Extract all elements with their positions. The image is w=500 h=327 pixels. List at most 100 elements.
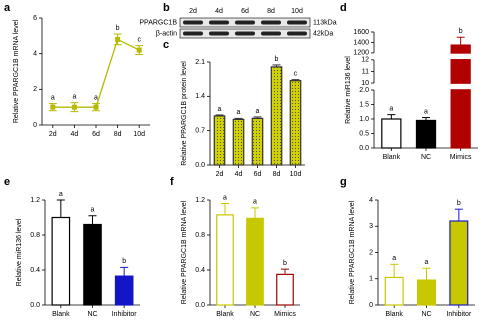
significance-letter: b [116, 25, 120, 32]
x-tick-label: Blank [383, 154, 401, 161]
y-axis-title: Relative PPARGC1B mRNA level [181, 200, 188, 304]
y-tick-label: 2.0 [359, 87, 369, 94]
panel-label: c [163, 39, 169, 51]
panel-label: a [4, 2, 11, 14]
blot-band [287, 20, 307, 25]
bar [384, 276, 404, 306]
bar [51, 216, 71, 306]
panel-label: d [340, 2, 347, 14]
error-bar [291, 79, 300, 81]
significance-letter: a [91, 207, 95, 214]
bar [114, 275, 134, 306]
y-axis-title: Relative PPARGC1B mRNA level [349, 200, 356, 304]
blot-band [235, 20, 255, 25]
y-tick-label: 0.0 [195, 302, 205, 309]
y-tick-label: 3 [369, 223, 373, 230]
lane-label: 8d [267, 8, 275, 15]
blot-band [209, 20, 229, 25]
significance-letter: a [72, 94, 76, 101]
y-tick-label: 0.4 [30, 267, 40, 274]
x-tick-label: 8d [273, 171, 281, 178]
marker [93, 104, 99, 110]
blot-band [183, 20, 203, 25]
significance-letter: b [283, 260, 287, 267]
y-tick-label: 6 [33, 15, 37, 22]
error-bar [253, 116, 262, 119]
significance-letter: a [218, 106, 222, 113]
panel-label: g [340, 176, 347, 188]
x-tick-label: 8d [114, 131, 122, 138]
lane-label: 4d [215, 8, 223, 15]
y-tick-label: 1.4 [195, 93, 205, 100]
row-label: PPARGC1B [139, 19, 177, 26]
significance-letter: b [457, 200, 461, 207]
error-bar [281, 268, 289, 275]
significance-letter: a [253, 199, 257, 206]
y-tick-label: 1.5 [359, 101, 369, 108]
y-tick-label: 1600 [353, 29, 369, 36]
x-tick-label: Blank [385, 311, 403, 318]
x-tick-label: Mimics [450, 154, 472, 161]
y-axis-title: Relative miR136 level [16, 218, 23, 286]
x-tick-label: NC [250, 311, 260, 318]
error-bar [56, 199, 65, 218]
blot-band [235, 31, 255, 36]
bar [276, 273, 294, 306]
significance-letter: a [59, 191, 63, 198]
y-tick-label: 0.8 [30, 232, 40, 239]
error-bar [215, 114, 224, 116]
significance-letter: a [424, 108, 428, 115]
size-label: 113kDa [313, 19, 337, 26]
bar [246, 217, 264, 306]
significance-letter: a [256, 108, 260, 115]
y-tick-label: 0.0 [30, 302, 40, 309]
y-tick-label: 0.4 [195, 267, 205, 274]
error-bar [251, 207, 259, 219]
significance-letter: b [459, 28, 463, 35]
significance-letter: a [392, 255, 396, 262]
x-tick-label: Inhibitor [112, 311, 138, 318]
error-bar [234, 117, 243, 120]
y-tick-label: 11 [362, 68, 369, 75]
x-tick-label: NC [421, 311, 431, 318]
bar [417, 279, 436, 306]
significance-letter: a [237, 109, 241, 116]
blot-band [287, 31, 307, 36]
bar [449, 220, 469, 306]
x-tick-label: 10d [133, 131, 145, 138]
y-tick-label: 1 [369, 276, 373, 283]
y-tick-label: 0 [33, 122, 37, 129]
blot-band [261, 20, 281, 25]
significance-letter: c [137, 36, 141, 43]
bar [270, 66, 283, 166]
y-tick-label: 10 [361, 80, 369, 87]
y-tick-label: 2 [369, 249, 373, 256]
y-tick-label: 0.0 [359, 145, 369, 152]
significance-letter: b [275, 56, 279, 63]
blot-band [261, 31, 281, 36]
error-bar [88, 215, 97, 225]
significance-letter: a [223, 194, 227, 201]
y-tick-label: 1.0 [359, 116, 369, 123]
panel-label: b [163, 2, 170, 14]
significance-letter: a [389, 105, 393, 112]
bar [381, 118, 402, 149]
y-tick-label: 1.2 [195, 197, 205, 204]
bar [450, 44, 471, 149]
marker [50, 104, 56, 110]
significance-letter: a [51, 94, 55, 101]
row-label: β-actin [156, 30, 177, 37]
error-bar [221, 203, 229, 215]
significance-letter: b [122, 258, 126, 265]
y-tick-label: 2 [33, 86, 37, 93]
y-tick-label: 4 [33, 51, 37, 58]
y-tick-label: 1.2 [30, 197, 40, 204]
bar [83, 223, 102, 306]
x-tick-label: Blank [52, 311, 70, 318]
x-tick-label: Blank [216, 311, 234, 318]
marker [136, 47, 142, 53]
y-axis-title: Relative PPARGC1B mRNA level [13, 19, 20, 123]
error-bar [456, 36, 465, 46]
error-bar [390, 263, 399, 278]
